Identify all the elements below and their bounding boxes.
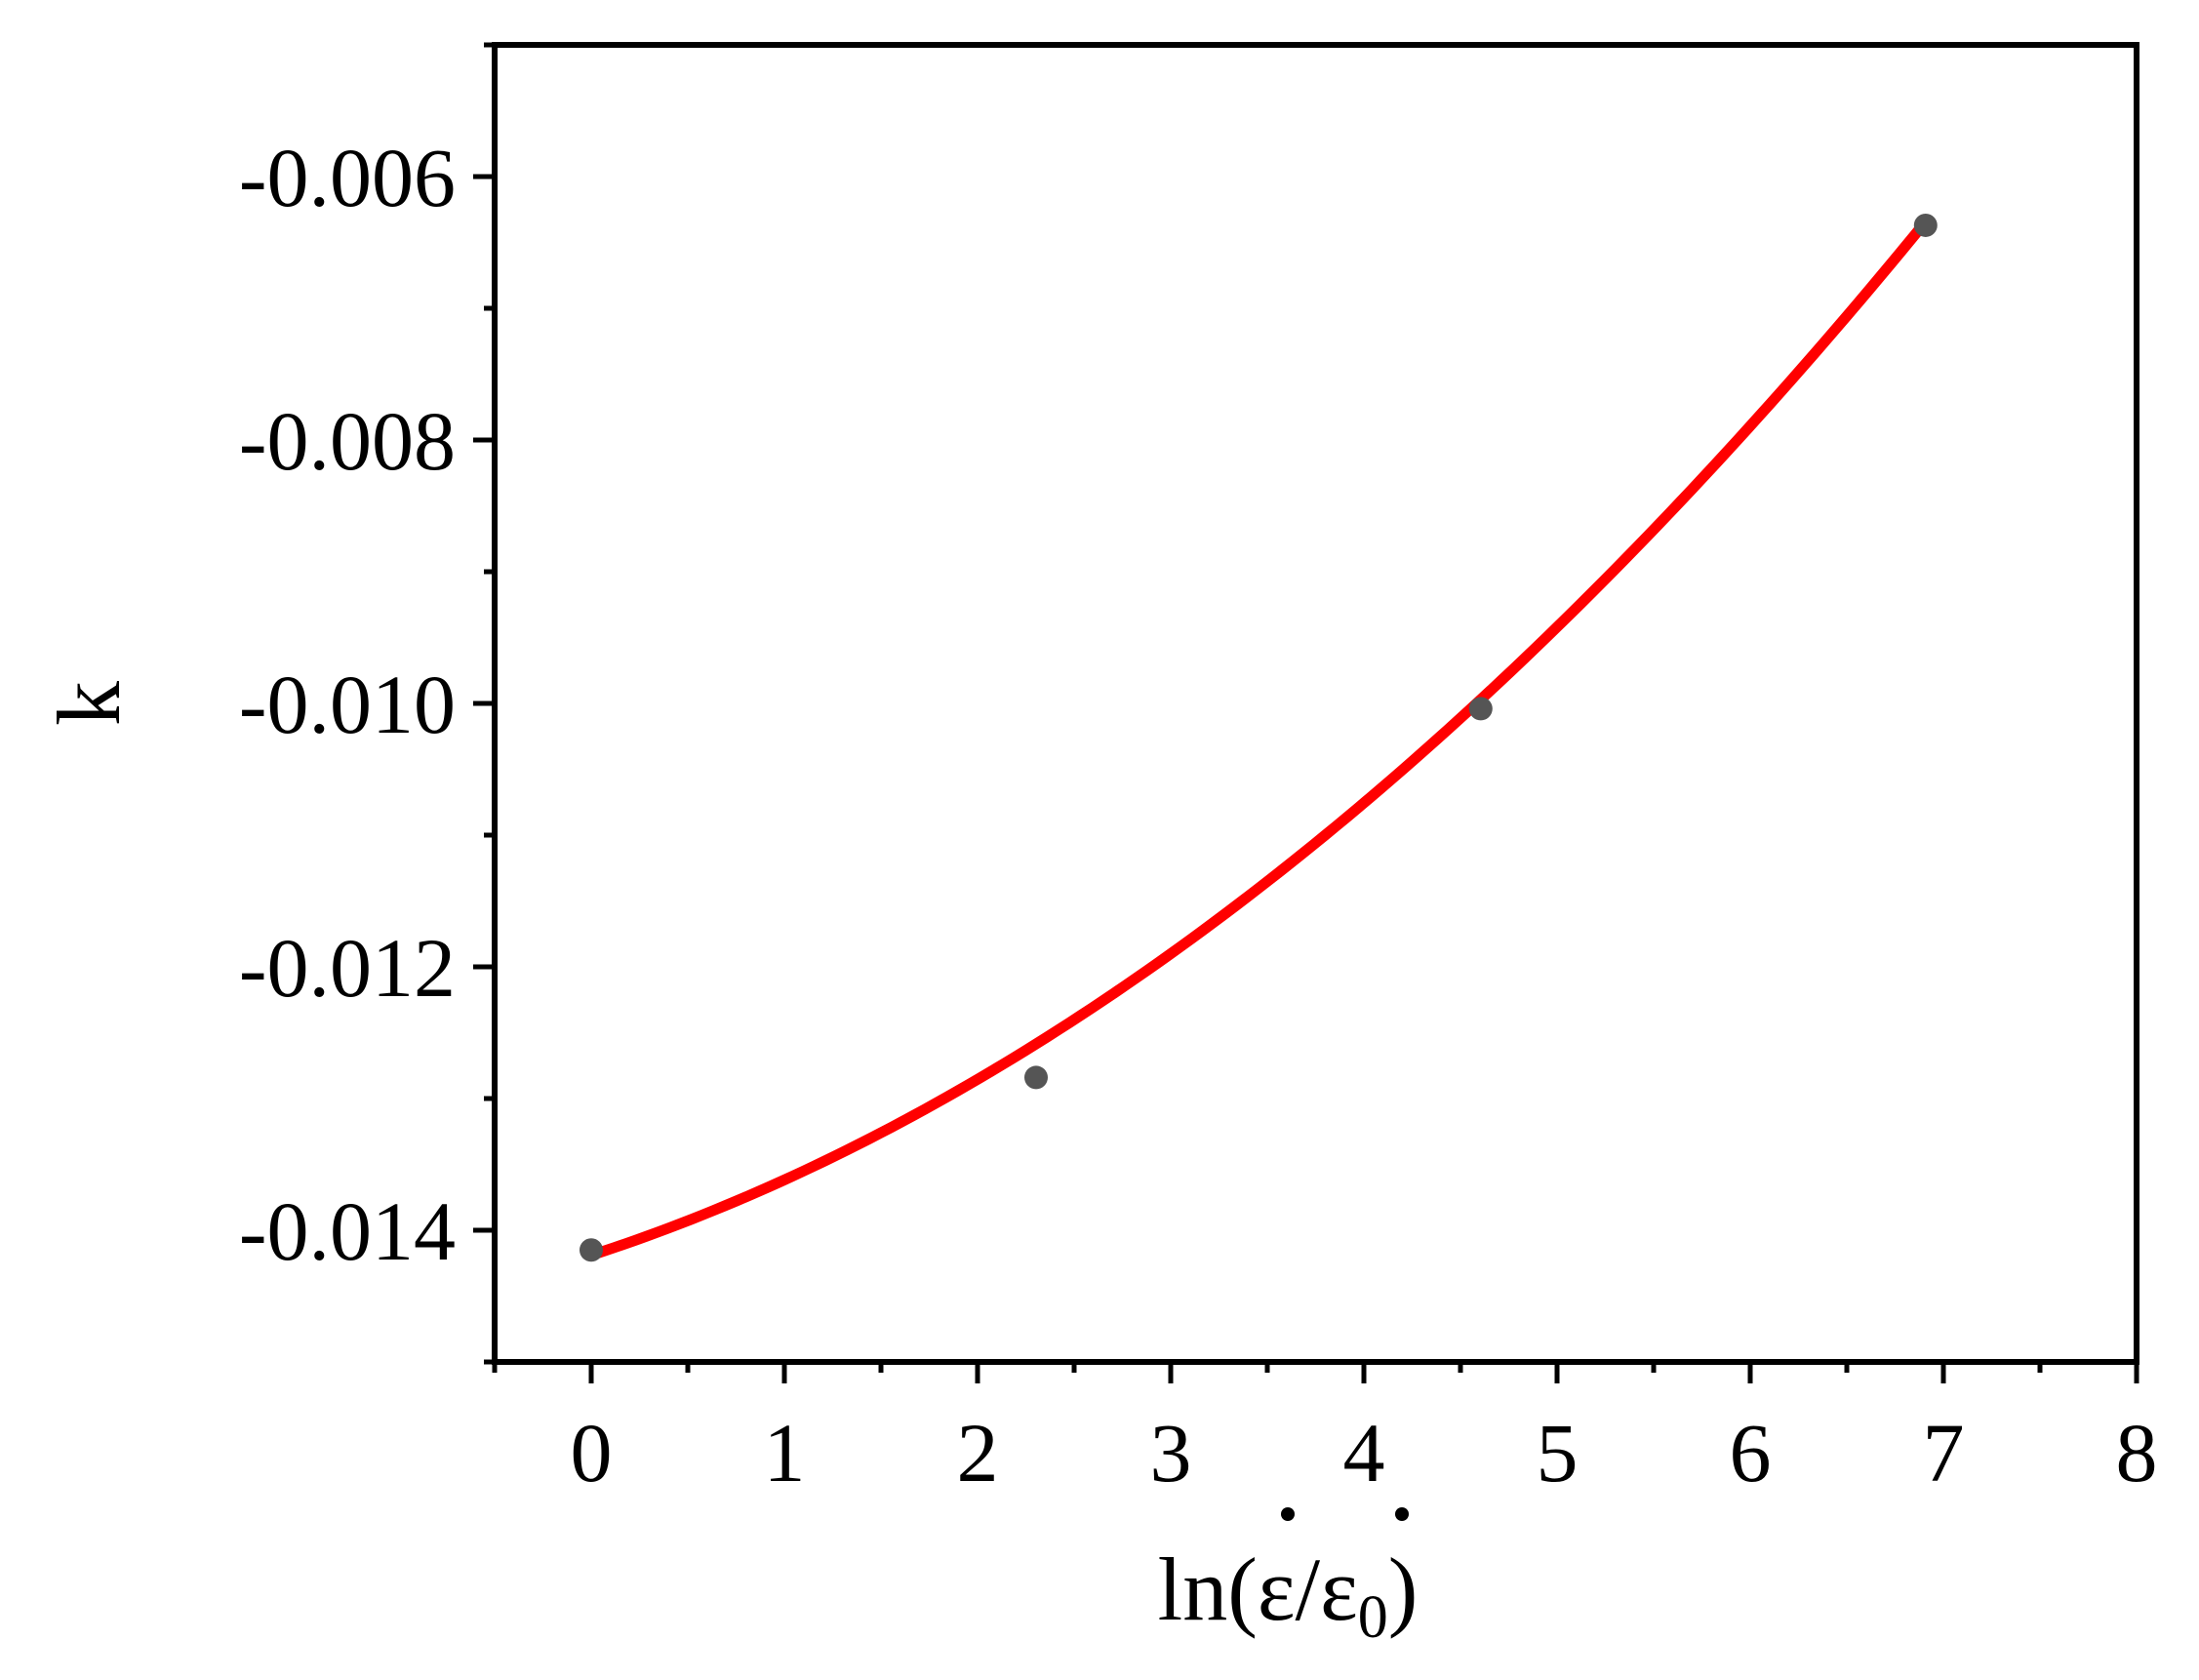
x-axis-label-numerator: ε bbox=[1258, 1540, 1296, 1639]
y-tick-label: -0.010 bbox=[239, 658, 456, 751]
x-axis-label-denominator: ε bbox=[1320, 1540, 1358, 1639]
data-point bbox=[1023, 1065, 1048, 1090]
x-label-dot-numerator bbox=[1281, 1507, 1295, 1521]
x-tick-label: 2 bbox=[957, 1406, 999, 1500]
x-axis-label: ln(ε/ε0) bbox=[1158, 1540, 1419, 1651]
y-axis-label: k bbox=[39, 681, 139, 726]
x-axis-label-subscript: 0 bbox=[1358, 1584, 1388, 1651]
plot-frame bbox=[492, 42, 2139, 1365]
data-point bbox=[1913, 213, 1938, 237]
data-point bbox=[580, 1238, 603, 1262]
y-tick-labels: -0.014 -0.012 -0.010 -0.008 -0.006 bbox=[239, 131, 456, 1278]
x-tick-label: 3 bbox=[1150, 1406, 1192, 1500]
fit-curve bbox=[585, 216, 1932, 1261]
x-tick-label: 7 bbox=[1923, 1406, 1965, 1500]
x-tick-label: 4 bbox=[1343, 1406, 1385, 1500]
data-point bbox=[1468, 697, 1493, 721]
x-tick-label: 0 bbox=[571, 1406, 613, 1500]
axis-ticks bbox=[473, 42, 2139, 1383]
x-tick-labels: 0 1 2 3 4 5 6 7 8 bbox=[571, 1406, 2158, 1500]
data-points bbox=[580, 213, 1938, 1262]
x-axis-label-suffix: ) bbox=[1388, 1540, 1419, 1639]
x-axis-label-slash: / bbox=[1296, 1540, 1321, 1639]
y-tick-label: -0.014 bbox=[239, 1184, 456, 1278]
x-label-dot-denominator bbox=[1395, 1507, 1409, 1521]
y-tick-label: -0.012 bbox=[239, 921, 456, 1015]
x-axis-label-prefix: ln( bbox=[1158, 1540, 1258, 1639]
y-tick-label: -0.008 bbox=[239, 394, 456, 488]
x-tick-label: 6 bbox=[1730, 1406, 1772, 1500]
x-tick-label: 8 bbox=[2116, 1406, 2158, 1500]
x-tick-label: 5 bbox=[1537, 1406, 1579, 1500]
y-tick-label: -0.006 bbox=[239, 131, 456, 224]
x-tick-label: 1 bbox=[764, 1406, 806, 1500]
